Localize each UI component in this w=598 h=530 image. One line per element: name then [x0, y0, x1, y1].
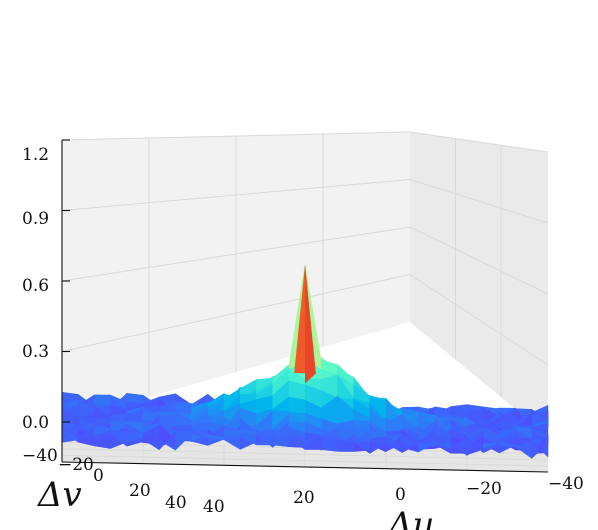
z-grid-line	[409, 226, 549, 295]
surface-facet	[531, 440, 549, 459]
floor-grid-line	[61, 448, 549, 461]
peak-spike	[305, 264, 316, 384]
z-grid-line	[409, 131, 549, 153]
z-tick-label: 0.3	[22, 342, 49, 362]
z-tick-label: 0.0	[22, 413, 49, 433]
x-tick-label: −40	[548, 474, 584, 494]
z-tick-label: 1.2	[22, 145, 49, 165]
surface-facet	[321, 437, 338, 452]
z-tick-label: 0.6	[22, 276, 49, 296]
y-tick-label: −40	[22, 446, 58, 466]
x-tick-label: 20	[293, 488, 315, 508]
floor-grid-line	[61, 454, 549, 467]
y-tick-label: 0	[93, 466, 104, 486]
surface-plot	[61, 264, 549, 459]
x-tick-label: 0	[395, 485, 406, 505]
side-pane	[410, 132, 548, 436]
y-tick-label: −20	[58, 455, 94, 475]
x-tick-label: 40	[203, 497, 225, 517]
surface-facet	[272, 436, 289, 447]
x-tick-label: −20	[466, 479, 502, 499]
z-grid-line	[409, 274, 549, 366]
z-grid-line	[409, 179, 549, 224]
x-axis-line	[61, 461, 549, 473]
axis-lines	[61, 139, 549, 473]
surface-facet	[288, 396, 306, 414]
z-tick-label: 0.9	[22, 209, 49, 229]
y-tick-label: 40	[165, 493, 187, 513]
y-axis-label: Δv	[36, 475, 82, 515]
x-axis-label: Δu	[386, 505, 434, 530]
y-tick-label: 20	[129, 481, 151, 501]
